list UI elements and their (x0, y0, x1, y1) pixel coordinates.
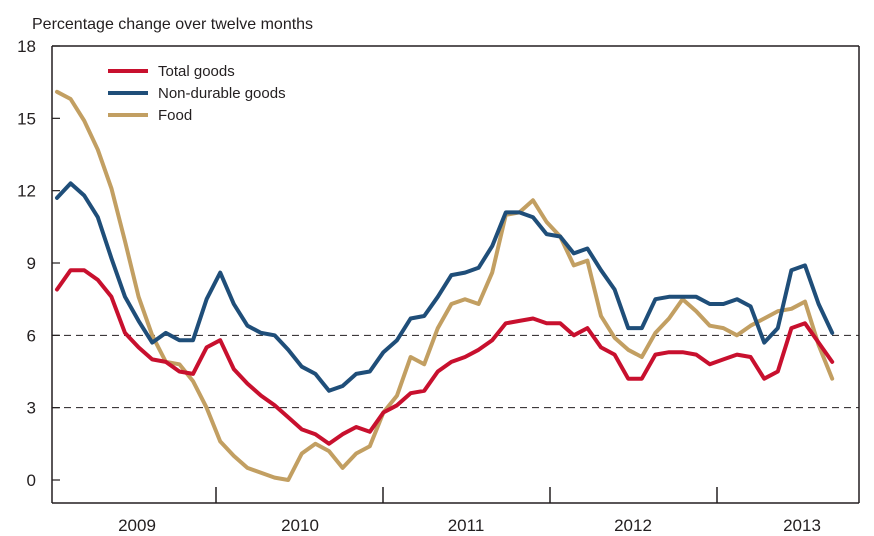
y-tick-label: 18 (17, 37, 36, 56)
legend-label: Non-durable goods (158, 85, 286, 102)
x-tick-label: 2011 (448, 516, 485, 535)
x-tick-label: 2013 (783, 516, 821, 535)
x-tick-label: 2012 (614, 516, 652, 535)
axes: 0 3 6 9 12 15 18 2009 2010 2011 2012 2013 (17, 37, 860, 535)
y-axis-unit-label: Percentage change over twelve months (32, 16, 313, 33)
legend: Total goods Non-durable goods Food (108, 63, 286, 124)
y-tick-label: 15 (17, 109, 36, 128)
y-tick-label: 9 (27, 254, 36, 273)
y-tick-label: 3 (27, 399, 36, 418)
reference-lines (52, 334, 859, 409)
x-tick-label: 2010 (281, 516, 319, 535)
y-tick-label: 0 (27, 471, 36, 490)
series-line-total-goods (55, 268, 835, 446)
y-tick-label: 12 (17, 182, 36, 201)
legend-label: Total goods (158, 63, 235, 80)
legend-label: Food (158, 107, 192, 124)
y-tick-label: 6 (27, 326, 36, 345)
series-line-non-durable-goods (55, 181, 835, 393)
x-tick-label: 2009 (118, 516, 156, 535)
series-lines (55, 89, 835, 482)
